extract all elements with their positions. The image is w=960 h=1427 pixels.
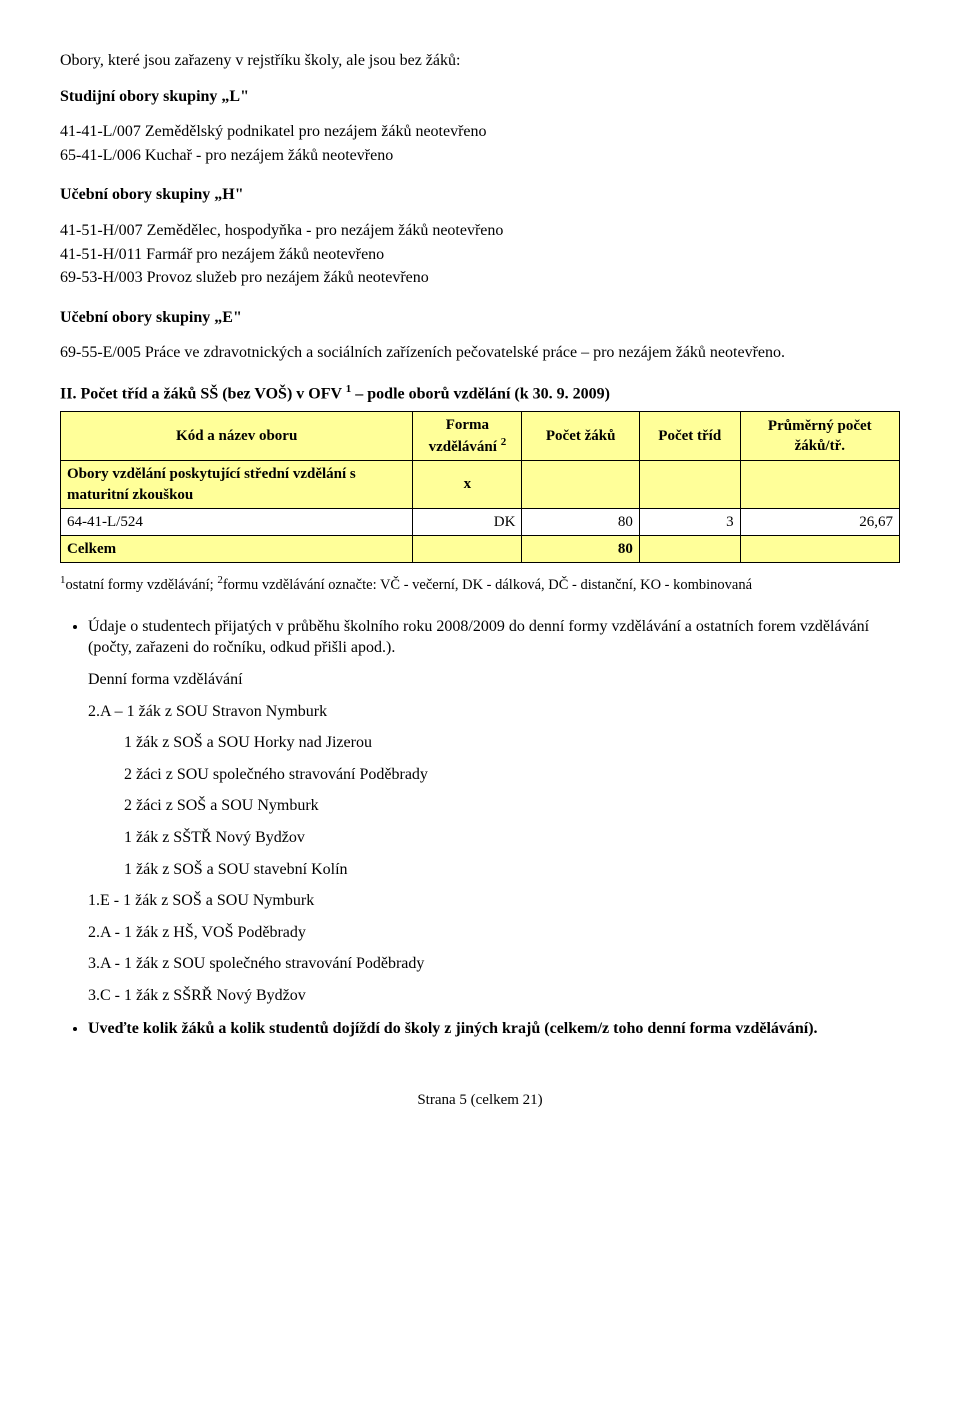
cell-code: 64-41-L/524 bbox=[61, 508, 413, 535]
line-3c: 3.C - 1 žák z SŠRŘ Nový Bydžov bbox=[88, 985, 900, 1007]
line-1e: 1.E - 1 žák z SOŠ a SOU Nymburk bbox=[88, 890, 900, 912]
group-E: Učební obory skupiny „E" 69-55-E/005 Prá… bbox=[60, 307, 900, 364]
th-avg: Průměrný počet žáků/tř. bbox=[740, 411, 899, 461]
cell-empty bbox=[639, 461, 740, 509]
intro-line: Obory, které jsou zařazeny v rejstříku š… bbox=[60, 50, 900, 72]
th-form: Forma vzdělávání 2 bbox=[413, 411, 522, 461]
sub-line: 1 žák z SŠTŘ Nový Bydžov bbox=[124, 827, 900, 849]
table2-title-suffix: – podle oborů vzdělání (k 30. 9. 2009) bbox=[351, 385, 610, 402]
group-L-title: Studijní obory skupiny „L" bbox=[60, 86, 900, 108]
cell-obory-label: Obory vzdělání poskytující střední vzděl… bbox=[61, 461, 413, 509]
table2-title: II. Počet tříd a žáků SŠ (bez VOŠ) v OFV… bbox=[60, 382, 900, 405]
cell-empty bbox=[740, 536, 899, 563]
sub-line: 2 žáci z SOU společného stravování Poděb… bbox=[124, 764, 900, 786]
th-count: Počet žáků bbox=[522, 411, 639, 461]
group-H: Učební obory skupiny „H" 41-51-H/007 Zem… bbox=[60, 184, 900, 288]
cell-obory-x: x bbox=[413, 461, 522, 509]
cell-count: 80 bbox=[522, 508, 639, 535]
cell-total-label: Celkem bbox=[61, 536, 413, 563]
cell-classes: 3 bbox=[639, 508, 740, 535]
bullet-list: Údaje o studentech přijatých v průběhu š… bbox=[60, 616, 900, 1040]
cell-total-count: 80 bbox=[522, 536, 639, 563]
group-H-line: 41-51-H/007 Zemědělec, hospodyňka - pro … bbox=[60, 220, 900, 242]
footnote-text2: formu vzdělávání označte: VČ - večerní, … bbox=[223, 577, 752, 593]
sub-line: 2 žáci z SOŠ a SOU Nymburk bbox=[124, 795, 900, 817]
group-E-title: Učební obory skupiny „E" bbox=[60, 307, 900, 329]
line-3a: 3.A - 1 žák z SOU společného stravování … bbox=[88, 953, 900, 975]
group-H-title: Učební obory skupiny „H" bbox=[60, 184, 900, 206]
group-E-line: 69-55-E/005 Práce ve zdravotnických a so… bbox=[60, 342, 900, 364]
footnote-text1: ostatní formy vzdělávání; bbox=[66, 577, 218, 593]
bullet1-lead: Údaje o studentech přijatých v průběhu š… bbox=[88, 618, 869, 657]
cell-form: DK bbox=[413, 508, 522, 535]
line-2a: 2.A – 1 žák z SOU Stravon Nymburk bbox=[88, 701, 900, 723]
cell-empty bbox=[740, 461, 899, 509]
group-H-line: 69-53-H/003 Provoz služeb pro nezájem žá… bbox=[60, 267, 900, 289]
th-classes: Počet tříd bbox=[639, 411, 740, 461]
table2-title-prefix: II. Počet tříd a žáků SŠ (bez VOŠ) v OFV bbox=[60, 385, 346, 402]
line-2a2: 2.A - 1 žák z HŠ, VOŠ Poděbrady bbox=[88, 922, 900, 944]
sub-line: 1 žák z SOŠ a SOU stavební Kolín bbox=[124, 859, 900, 881]
bullet-item-2: Uveďte kolik žáků a kolik studentů dojíž… bbox=[88, 1018, 900, 1040]
row-total: Celkem 80 bbox=[61, 536, 900, 563]
th-form-text: Forma vzdělávání bbox=[429, 417, 501, 455]
table2-footnote: 1ostatní formy vzdělávání; 2formu vzdělá… bbox=[60, 573, 900, 595]
row-data: 64-41-L/524 DK 80 3 26,67 bbox=[61, 508, 900, 535]
group-H-line: 41-51-H/011 Farmář pro nezájem žáků neot… bbox=[60, 244, 900, 266]
denni-label: Denní forma vzdělávání bbox=[88, 669, 900, 691]
cell-avg: 26,67 bbox=[740, 508, 899, 535]
group-L-line: 65-41-L/006 Kuchař - pro nezájem žáků ne… bbox=[60, 145, 900, 167]
table2: Kód a název oboru Forma vzdělávání 2 Poč… bbox=[60, 411, 900, 564]
group-L: Studijní obory skupiny „L" 41-41-L/007 Z… bbox=[60, 86, 900, 167]
group-L-line: 41-41-L/007 Zemědělský podnikatel pro ne… bbox=[60, 121, 900, 143]
cell-empty bbox=[639, 536, 740, 563]
row-obory: Obory vzdělání poskytující střední vzděl… bbox=[61, 461, 900, 509]
page-footer: Strana 5 (celkem 21) bbox=[60, 1090, 900, 1110]
th-form-sup: 2 bbox=[501, 436, 507, 448]
sub-line: 1 žák z SOŠ a SOU Horky nad Jizerou bbox=[124, 732, 900, 754]
bullet-item-1: Údaje o studentech přijatých v průběhu š… bbox=[88, 616, 900, 1007]
cell-empty bbox=[413, 536, 522, 563]
cell-empty bbox=[522, 461, 639, 509]
th-code-name: Kód a název oboru bbox=[61, 411, 413, 461]
